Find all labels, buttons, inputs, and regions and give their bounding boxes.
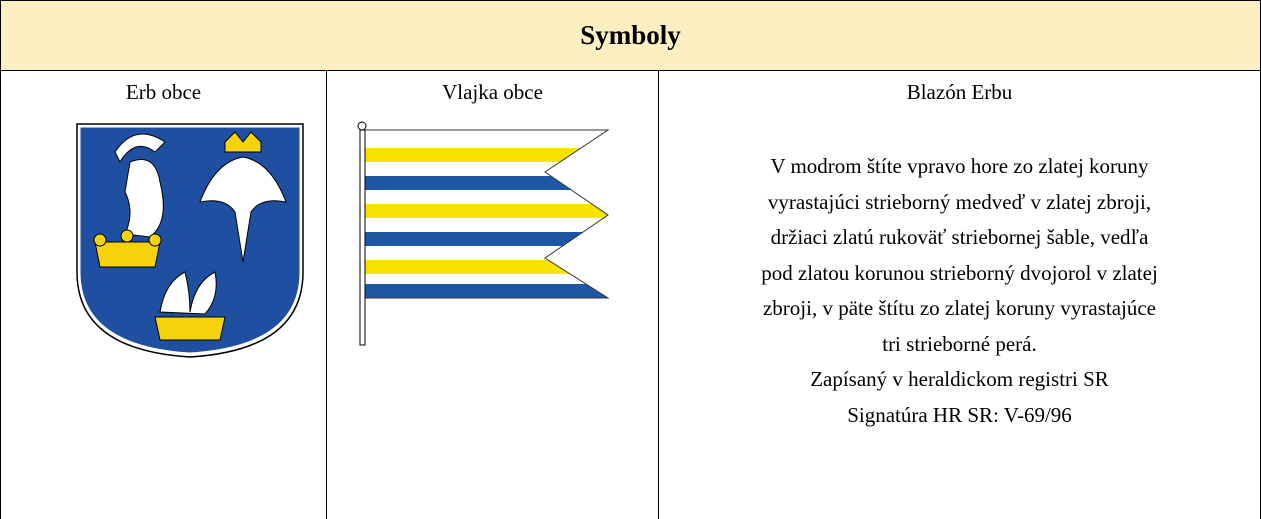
cell xyxy=(658,70,1261,519)
blazon-line: zbroji, v päte štítu zo zlatej koruny vy… xyxy=(762,296,1157,320)
blazon-line: tri strieborné perá. xyxy=(882,331,1037,356)
title: Symboly xyxy=(580,20,681,50)
flag xyxy=(357,121,610,346)
blazon-line: držiaci zlatú rukoväť striebornej šable,… xyxy=(770,225,1149,249)
blazon-line: Signatúra HR SR: V-69/96 xyxy=(847,402,1072,427)
blazon-line: Zapísaný v heraldickom registri SR xyxy=(810,367,1109,391)
column-header: Blazón Erbu xyxy=(906,80,1013,104)
column-header: Erb obce xyxy=(125,80,202,104)
column-header: Vlajka obce xyxy=(442,80,543,104)
coat-of-arms xyxy=(76,123,304,358)
blazon-line: V modrom štíte vpravo hore zo zlatej kor… xyxy=(770,154,1149,178)
blazon-line: pod zlatou korunou strieborný dvojorol v… xyxy=(761,260,1158,285)
header-row xyxy=(0,0,1261,71)
blazon-line: vyrastajúci strieborný medveď v zlatej z… xyxy=(767,189,1152,214)
